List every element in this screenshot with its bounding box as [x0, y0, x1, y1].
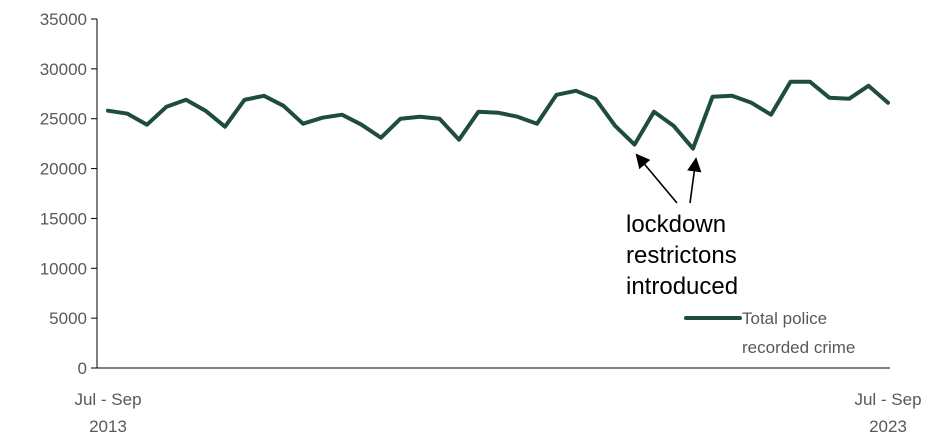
annotation-layer: lockdown restrictons introduced — [626, 153, 738, 300]
series-line-total-police-recorded-crime — [106, 79, 890, 151]
y-axis: 0 5000 10000 15000 20000 25000 30000 35000 — [40, 10, 98, 378]
y-tick-label: 25000 — [40, 110, 87, 129]
annotation-text-line: lockdown — [626, 211, 726, 238]
legend: Total police recorded crime — [684, 309, 855, 357]
y-tick-label: 10000 — [40, 259, 87, 278]
series-layer — [106, 79, 890, 151]
annotation-text-line: introduced — [626, 273, 738, 300]
annotation-arrow — [635, 153, 678, 204]
y-tick-label: 5000 — [49, 309, 87, 328]
y-tick-label: 0 — [78, 359, 87, 378]
y-tick-label: 35000 — [40, 10, 87, 29]
y-tick-label: 30000 — [40, 60, 87, 79]
x-axis: Jul - Sep 2013 Jul - Sep 2023 — [74, 367, 922, 436]
annotation-arrow — [687, 157, 702, 204]
annotation-text-line: restrictons — [626, 242, 737, 269]
legend-label-line2: recorded crime — [742, 338, 855, 357]
x-tick-label-year: 2013 — [89, 417, 127, 436]
y-tick-label: 15000 — [40, 209, 87, 228]
x-tick-label-period: Jul - Sep — [74, 390, 141, 409]
legend-label-line1: Total police — [742, 309, 827, 328]
y-tick-label: 20000 — [40, 160, 87, 179]
x-tick-label-year: 2023 — [869, 417, 907, 436]
x-tick-label-period: Jul - Sep — [854, 390, 921, 409]
